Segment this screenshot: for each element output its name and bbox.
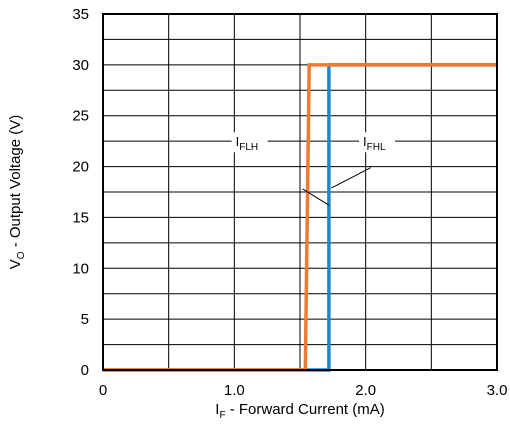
annotation-label-flh: IFLH <box>236 134 259 153</box>
annotation-leader-line <box>331 167 372 189</box>
y-tick-label: 30 <box>72 57 89 74</box>
y-tick-labels: 0 5 10 15 20 25 30 35 <box>72 6 89 379</box>
x-tick-label: 0 <box>99 382 107 399</box>
annotation-background <box>231 132 268 153</box>
x-tick-labels: 0 1.0 2.0 3.0 <box>99 382 508 399</box>
y-tick-label: 20 <box>72 159 89 176</box>
y-tick-label: 15 <box>72 209 89 226</box>
x-tick-label: 1.0 <box>224 382 245 399</box>
plot-frame <box>102 13 498 371</box>
y-tick-label: 35 <box>72 6 89 23</box>
y-axis-title: VO - Output Voltage (V) <box>7 115 27 270</box>
annotations: IFLH IFHL <box>231 132 396 206</box>
annotation-background <box>359 132 396 153</box>
x-axis-title: IF - Forward Current (mA) <box>215 401 384 421</box>
y-tick-label: 5 <box>81 311 89 328</box>
y-tick-label: 10 <box>72 260 89 277</box>
annotation-label-fhl: IFHL <box>363 134 386 153</box>
x-tick-label: 2.0 <box>355 382 376 399</box>
y-tick-label: 25 <box>72 108 89 125</box>
x-tick-label: 3.0 <box>487 382 508 399</box>
y-tick-label: 0 <box>81 362 89 379</box>
gridlines <box>103 14 497 370</box>
annotation-leader-line <box>302 188 330 206</box>
